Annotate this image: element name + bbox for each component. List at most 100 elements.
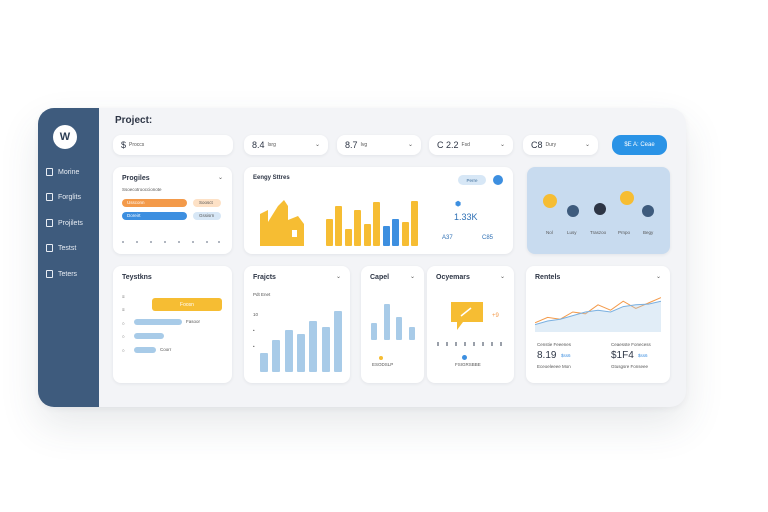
avatar[interactable]: [567, 205, 579, 217]
card-title: Teystkns: [122, 274, 152, 281]
sidebar-item-label: Testst: [58, 244, 77, 252]
pill-value: C 2.2: [437, 140, 459, 150]
capacity-card: Capel ⌄ ESODSLP: [361, 266, 424, 383]
task-label: Coorr: [160, 347, 172, 352]
axis-ticks: [122, 241, 220, 243]
bar-label: Ussconn: [127, 200, 145, 205]
chevron-down-icon[interactable]: ⌄: [409, 274, 415, 280]
task-bar: [134, 347, 156, 353]
series-area: [535, 301, 661, 332]
chevron-down-icon[interactable]: ⌄: [655, 274, 661, 280]
chart-bar: [382, 226, 390, 246]
info-icon[interactable]: [493, 175, 503, 185]
progress-bar-tag: [193, 212, 221, 220]
sidebar-item-label: Teters: [58, 270, 78, 278]
sidebar-item-label: Projilets: [58, 219, 83, 227]
pill-value: $: [121, 140, 127, 150]
chevron-down-icon: ⌄: [584, 142, 590, 148]
sidebar-item-projilets[interactable]: Projilets: [46, 216, 83, 230]
sidebar-item-morine[interactable]: Morine: [46, 165, 79, 179]
list-dot: ≡: [122, 294, 125, 299]
task-bar: [134, 319, 182, 325]
chart-bar: [297, 333, 305, 372]
axis-tick: •: [253, 344, 255, 349]
task-bar: [134, 333, 164, 339]
filter-pill-4[interactable]: C 2.2 Fsd ⌄: [429, 135, 513, 155]
folder-icon: [46, 270, 53, 278]
highlight-task[interactable]: Foosn: [152, 298, 222, 311]
avatar[interactable]: [620, 191, 634, 205]
progress-bar: [122, 199, 187, 207]
card-title: Capel: [370, 274, 390, 281]
sidebar-item-label: Forglits: [58, 193, 81, 201]
capacity-bar-chart: [371, 302, 415, 340]
chevron-down-icon: ⌄: [407, 142, 413, 148]
team-card: Nol Lusy Traszoo Prnpo Begy: [527, 167, 670, 254]
list-dot: ○: [122, 348, 125, 353]
bottom-label-1: A37: [442, 235, 453, 241]
sidebar-item-testst[interactable]: Testst: [46, 241, 76, 255]
filter-pill-1[interactable]: $ Proccs: [113, 135, 233, 155]
chevron-down-icon[interactable]: ⌄: [217, 175, 223, 181]
legend-label: ESODSLP: [372, 362, 394, 367]
period-badge[interactable]: Perre: [458, 175, 486, 185]
kpi-sub: Eceoeleeee Mon: [537, 364, 571, 369]
filter-pill-5[interactable]: C8 Dury ⌄: [523, 135, 598, 155]
sidebar-item-label: Morine: [58, 168, 80, 176]
pill-sub: Fsd: [461, 142, 470, 148]
bar-label: Doreirt: [127, 213, 141, 218]
member-name: Nol: [546, 230, 553, 235]
revenue-card: Rentels ⌄ Censtie Feeenes 8.19 $ss6 Eceo…: [526, 266, 670, 383]
operations-card: Ocyemars ⌄ +9 FSIGRSBBE: [427, 266, 514, 383]
progress-bar: [122, 212, 187, 220]
document-icon: [46, 219, 53, 227]
kpi-value: $1F4: [611, 350, 634, 361]
list-dot: ○: [122, 321, 125, 326]
filter-pill-3[interactable]: 8.7 Ivg ⌄: [337, 135, 421, 155]
chart-bar: [371, 322, 377, 340]
sales-card: Eengy Sttres Perre ⬢ 1.33K A37 C85: [244, 167, 513, 254]
axis-tick: •: [253, 328, 255, 333]
chart-bar: [335, 206, 343, 246]
chevron-down-icon[interactable]: ⌄: [499, 274, 505, 280]
pill-sub: Dury: [545, 142, 557, 148]
chevron-down-icon[interactable]: ⌄: [335, 274, 341, 280]
progress-card: Progiles ⌄ Ssoecotrooccionote Ussconn So…: [113, 167, 232, 254]
app-logo[interactable]: W: [53, 125, 77, 149]
sales-value: 1.33K: [454, 212, 478, 222]
avatar[interactable]: [594, 203, 606, 215]
action-button[interactable]: $E A: Ceae: [612, 135, 667, 155]
filter-pill-2[interactable]: 8.4 Isrg ⌄: [244, 135, 328, 155]
revenue-line-chart: [535, 297, 661, 332]
page-title: Project:: [115, 115, 153, 126]
pill-value: 8.7: [345, 140, 358, 150]
bar-right-label: Gssisrn: [199, 213, 215, 218]
building-icon: [260, 200, 304, 246]
avatar[interactable]: [543, 194, 557, 208]
pill-value: C8: [531, 140, 543, 150]
pill-sub: Isrg: [267, 142, 276, 148]
chart-bar: [373, 202, 381, 246]
sidebar-item-teters[interactable]: Teters: [46, 267, 77, 281]
tasks-card: Teystkns ≡ ≡ ○ ○ ○ Foosn Fasoor Coorr: [113, 266, 232, 383]
sidebar-item-forglits[interactable]: Forglits: [46, 190, 81, 204]
change-value: +9: [492, 313, 499, 319]
kpi-badge: $ss6: [561, 353, 571, 358]
kpi-label: Ceaesste Fonecess: [611, 342, 651, 347]
pill-value: 8.4: [252, 140, 265, 150]
projects-card: Frajcts ⌄ Pdt Enet 10 • •: [244, 266, 350, 383]
chart-bar: [321, 327, 330, 372]
chart-bar: [284, 330, 293, 372]
chart-bar: [383, 303, 390, 340]
projects-bar-chart: [260, 308, 342, 372]
avatar[interactable]: [642, 205, 654, 217]
member-name: Lusy: [567, 230, 577, 235]
chart-bar: [363, 223, 371, 246]
app-window: W Morine Forglits Projilets Testst Teter…: [38, 108, 686, 407]
card-subtitle: Pdt Enet: [253, 292, 271, 297]
sales-bar-chart: [326, 196, 418, 246]
card-title: Frajcts: [253, 274, 276, 281]
list-dot: ○: [122, 334, 125, 339]
member-name: Traszoo: [590, 230, 607, 235]
card-title: Eengy Sttres: [253, 175, 290, 181]
